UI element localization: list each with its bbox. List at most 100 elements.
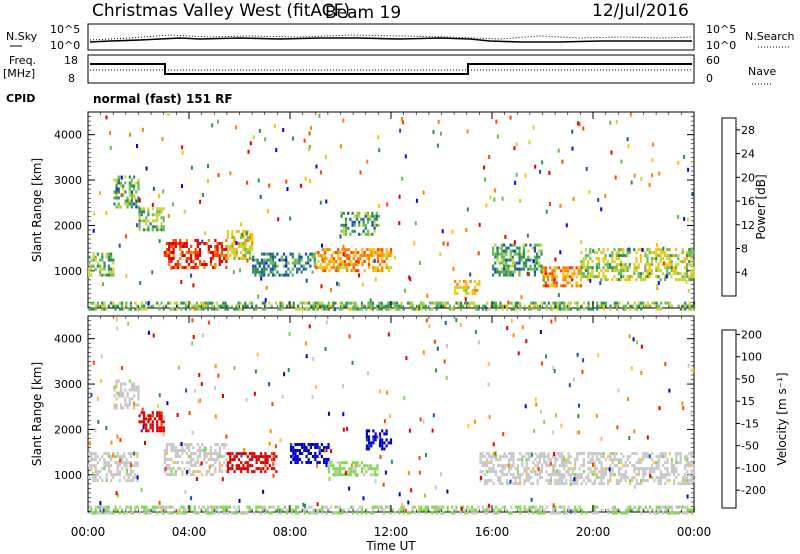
cpid-panel: CPID normal (fast) 151 RF bbox=[6, 92, 233, 106]
range-cell bbox=[486, 482, 489, 486]
range-cell bbox=[468, 301, 471, 305]
range-cell bbox=[118, 473, 121, 477]
range-cell bbox=[312, 455, 315, 458]
range-cell bbox=[370, 248, 373, 252]
range-cell bbox=[509, 270, 512, 274]
range-cell bbox=[140, 210, 143, 214]
range-cell bbox=[261, 508, 264, 512]
range-cell bbox=[622, 266, 625, 270]
range-cell bbox=[216, 452, 219, 455]
range-cell bbox=[544, 275, 547, 279]
echo-cell bbox=[537, 467, 540, 472]
range-cell bbox=[338, 467, 342, 471]
range-cell bbox=[679, 272, 682, 276]
range-cell bbox=[473, 279, 477, 283]
range-cell bbox=[233, 307, 236, 311]
range-cell bbox=[225, 254, 228, 257]
echo-region bbox=[138, 411, 165, 433]
range-cell bbox=[505, 464, 508, 468]
range-cell bbox=[371, 307, 374, 311]
range-cell bbox=[364, 211, 367, 215]
echo-cell bbox=[616, 425, 619, 430]
range-cell bbox=[117, 181, 120, 185]
range-cell bbox=[670, 467, 673, 471]
echo-cell bbox=[367, 371, 369, 376]
range-cell bbox=[613, 511, 616, 515]
range-cell bbox=[327, 443, 330, 446]
echo-cell bbox=[308, 178, 311, 183]
range-cell bbox=[598, 482, 601, 486]
range-cell bbox=[383, 447, 386, 451]
range-cell bbox=[571, 467, 574, 471]
range-cell bbox=[301, 443, 304, 446]
echo-cell bbox=[89, 441, 92, 446]
range-cell bbox=[381, 444, 384, 448]
range-cell bbox=[692, 458, 695, 462]
range-cell bbox=[655, 307, 658, 311]
range-cell bbox=[618, 461, 621, 465]
range-cell bbox=[138, 307, 141, 311]
range-cell bbox=[360, 307, 363, 311]
range-cell bbox=[459, 304, 462, 308]
echo-cell bbox=[283, 372, 286, 377]
range-cell bbox=[379, 248, 382, 252]
range-cell bbox=[203, 446, 206, 449]
range-cell bbox=[192, 470, 195, 473]
range-cell bbox=[554, 301, 557, 305]
range-cell bbox=[686, 251, 689, 255]
echo-cell bbox=[119, 458, 122, 463]
range-cell bbox=[684, 505, 687, 509]
range-cell bbox=[296, 258, 299, 262]
echo-cell bbox=[506, 326, 509, 331]
range-cell bbox=[235, 307, 238, 311]
range-cell bbox=[481, 452, 484, 456]
range-cell bbox=[519, 473, 522, 477]
echo-cell bbox=[335, 265, 338, 270]
range-cell bbox=[246, 464, 249, 468]
range-cell bbox=[446, 301, 449, 305]
range-cell bbox=[354, 304, 357, 308]
range-cell bbox=[276, 270, 279, 274]
range-cell bbox=[560, 476, 563, 480]
range-cell bbox=[558, 511, 561, 515]
range-cell bbox=[172, 467, 175, 470]
range-cell bbox=[580, 464, 583, 468]
range-cell bbox=[360, 470, 364, 474]
range-cell bbox=[264, 511, 267, 515]
range-cell bbox=[160, 210, 163, 214]
range-cell bbox=[440, 508, 443, 512]
range-cell bbox=[505, 249, 508, 253]
echo-cell bbox=[211, 123, 214, 128]
range-cell bbox=[288, 301, 291, 305]
range-cell bbox=[354, 307, 357, 311]
range-cell bbox=[684, 458, 687, 462]
range-cell bbox=[313, 264, 316, 268]
range-cell bbox=[498, 246, 501, 250]
range-cell bbox=[365, 435, 368, 439]
range-cell bbox=[503, 452, 506, 456]
range-cell bbox=[620, 479, 623, 483]
range-cell bbox=[275, 455, 278, 459]
range-cell bbox=[567, 461, 570, 465]
range-cell bbox=[346, 248, 349, 252]
range-cell bbox=[192, 266, 195, 269]
range-cell bbox=[207, 239, 210, 242]
range-cell bbox=[494, 252, 497, 256]
range-cell bbox=[411, 505, 414, 509]
range-cell bbox=[646, 301, 649, 305]
range-cell bbox=[172, 449, 175, 452]
range-cell bbox=[642, 479, 645, 483]
range-cell bbox=[94, 508, 97, 512]
range-cell bbox=[179, 248, 182, 251]
range-cell bbox=[127, 473, 130, 477]
range-cell bbox=[346, 266, 349, 270]
range-cell bbox=[686, 476, 689, 480]
echo-cell bbox=[362, 496, 365, 501]
echo-region bbox=[88, 301, 696, 311]
range-cell bbox=[562, 278, 565, 282]
range-cell bbox=[225, 458, 228, 461]
range-cell bbox=[479, 452, 482, 456]
range-cell bbox=[670, 266, 673, 270]
echo-cell bbox=[409, 277, 412, 282]
range-cell bbox=[257, 458, 260, 462]
